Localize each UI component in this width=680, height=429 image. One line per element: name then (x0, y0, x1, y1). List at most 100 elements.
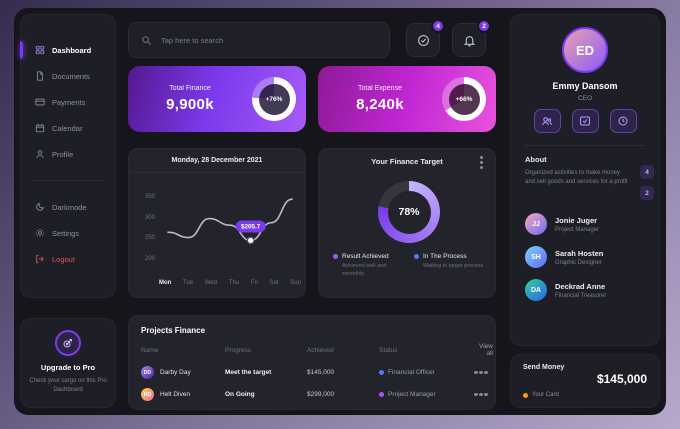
x-axis-tick: Mon (159, 280, 172, 286)
sidebar-item-settings[interactable]: Settings (21, 220, 115, 246)
finance-donut: +76% (252, 77, 296, 121)
target-legend: Result Achieved Achieved well and smooth… (333, 253, 485, 279)
document-icon (35, 71, 45, 81)
upgrade-title: Upgrade to Pro (40, 363, 96, 372)
total-expense-card: Total Expense 8,240k +66% (318, 66, 496, 132)
avatar: HD (141, 388, 154, 401)
contact-item[interactable]: SH Sarah Hosten Graphic Designer (525, 246, 649, 268)
table-row[interactable]: DD Darby Day Meet the target $145,000 Fi… (141, 366, 483, 379)
row-menu-icon[interactable] (479, 393, 483, 396)
sidebar-item-documents[interactable]: Documents (21, 63, 115, 89)
send-money-title: Send Money (523, 364, 565, 371)
target-percent: 78% (398, 206, 420, 218)
sidebar-item-profile[interactable]: Profile (21, 141, 115, 167)
sidebar: Dashboard Documents Payments Calendar Pr… (20, 14, 116, 298)
schedule-button[interactable] (609, 109, 637, 133)
project-name: Helt Diven (160, 391, 190, 398)
contact-item[interactable]: DA Deckrad Anne Financial Treasurer (525, 279, 649, 301)
project-achieved: $145,000 (307, 369, 335, 376)
avatar: DA (525, 279, 547, 301)
send-money-amount: $145,000 (596, 372, 647, 386)
finance-target-title: Your Finance Target (371, 156, 443, 166)
x-axis-tick: Tue (183, 280, 194, 286)
stat-title: Total Finance (169, 85, 211, 92)
about-text: Organized activities to make money and s… (525, 170, 628, 186)
search-icon (141, 35, 152, 46)
send-money-card[interactable]: Send Money $145,000 Your Card (510, 354, 660, 408)
notifications-badge: 2 (477, 19, 491, 33)
x-axis-tick: Fri (250, 280, 258, 286)
contacts-list: JJ Jonie Juger Project Manager SH Sarah … (525, 213, 649, 312)
avatar: DD (141, 366, 154, 379)
sidebar-item-calendar[interactable]: Calendar (21, 115, 115, 141)
table-row[interactable]: HD Helt Diven On Going $299,000 Project … (141, 388, 483, 401)
search-bar[interactable] (128, 22, 390, 58)
column-achieved: Achieved (307, 346, 334, 354)
sidebar-item-dashboard[interactable]: Dashboard (20, 37, 115, 63)
total-finance-card: Total Finance 9,900k +76% (128, 66, 306, 132)
sidebar-item-label: Calendar (52, 123, 83, 133)
column-progress: Progress (225, 346, 252, 354)
x-axis-tick: Wed (204, 280, 218, 286)
tasks-button[interactable] (571, 109, 599, 133)
row-menu-icon[interactable] (479, 371, 483, 374)
logout-icon (35, 254, 45, 264)
chart-date-title: Monday, 28 December 2021 (129, 149, 305, 173)
sidebar-item-label: Darkmode (52, 202, 87, 212)
stat-percent: +66% (455, 95, 473, 103)
y-axis-tick: 350 (144, 194, 155, 200)
contact-name: Sarah Hosten (555, 248, 604, 258)
sidebar-item-label: Documents (52, 71, 90, 81)
profile-avatar[interactable]: ED (562, 27, 608, 73)
dashboard-icon (35, 45, 45, 55)
x-axis-labels: Mon Tue Wed Thu Fri Sat Sun (159, 280, 301, 286)
upgrade-subtitle: Check your cargo on this Pro Dashboard (29, 378, 107, 393)
sidebar-item-label: Payments (52, 97, 86, 107)
avatar: JJ (525, 213, 547, 235)
message-check-icon (417, 34, 430, 47)
stat-percent: +76% (265, 95, 283, 103)
upgrade-rocket-icon (55, 330, 81, 356)
view-all-link[interactable]: View all (479, 343, 493, 357)
svg-text:$205.7: $205.7 (241, 224, 261, 231)
projects-title: Projects Finance (141, 326, 206, 335)
table-header: Name Progress Achieved Status View all (141, 343, 493, 357)
legend-dot (414, 254, 419, 259)
sidebar-item-label: Logout (52, 254, 75, 264)
sidebar-item-logout[interactable]: Logout (21, 246, 115, 272)
sidebar-item-label: Profile (52, 149, 74, 159)
profile-actions (511, 109, 659, 133)
task-check-icon (579, 115, 591, 127)
legend-label: Result Achieved (342, 253, 389, 260)
legend-dot (333, 254, 338, 259)
messages-button[interactable]: 4 (406, 19, 445, 57)
project-name: Darby Day (160, 369, 191, 376)
y-axis-tick: 300 (144, 215, 155, 221)
project-status: Financial Officer (388, 369, 435, 376)
avatar: SH (525, 246, 547, 268)
clock-icon (617, 115, 629, 127)
contact-role: Financial Treasurer (555, 292, 607, 299)
search-input[interactable] (161, 35, 377, 45)
finance-target-card: Your Finance Target 78% Result Achieved … (318, 148, 496, 298)
legend-item-achieved: Result Achieved Achieved well and smooth… (333, 253, 404, 279)
upgrade-pro-card[interactable]: Upgrade to Pro Check your cargo on this … (20, 318, 116, 408)
notifications-button[interactable]: 2 (452, 19, 491, 57)
sidebar-item-payments[interactable]: Payments (21, 89, 115, 115)
projects-finance-card: Projects Finance Name Progress Achieved … (128, 315, 496, 410)
bell-icon (463, 34, 476, 47)
project-status: Project Manager (388, 391, 436, 398)
legend-label: In The Process (423, 253, 467, 260)
y-axis-tick: 250 (144, 235, 155, 241)
contact-item[interactable]: JJ Jonie Juger Project Manager (525, 213, 649, 235)
gear-icon (35, 228, 45, 238)
side-badge[interactable]: 4 (640, 165, 654, 179)
active-indicator (20, 41, 23, 59)
kebab-menu-icon[interactable] (480, 161, 483, 164)
project-achieved: $299,000 (307, 391, 335, 398)
sidebar-item-darkmode[interactable]: Darkmode (21, 194, 115, 220)
side-badge[interactable]: 2 (640, 186, 654, 200)
profile-role: CEO (577, 95, 593, 102)
contacts-button[interactable] (533, 109, 561, 133)
profile-divider (525, 145, 645, 146)
